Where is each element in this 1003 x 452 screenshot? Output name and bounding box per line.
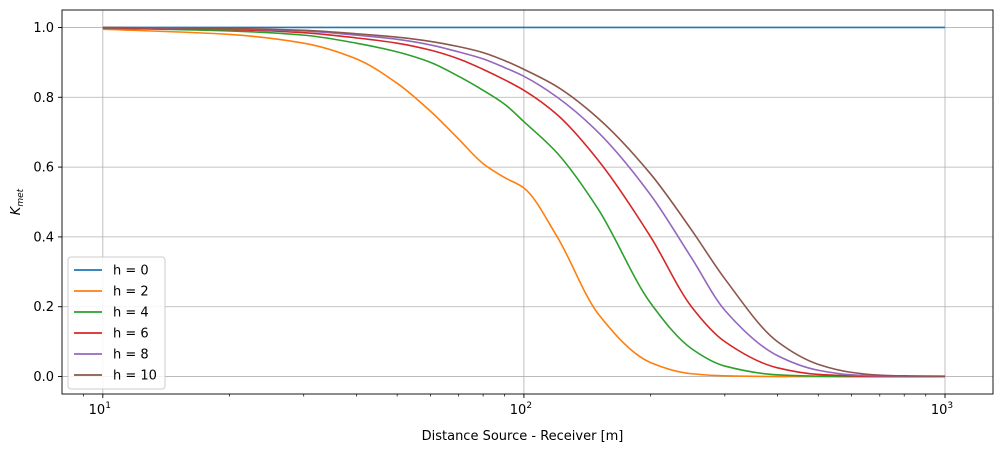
legend-item: h = 8 [74, 348, 149, 363]
legend-item: h = 0 [74, 264, 149, 279]
legend-box [67, 256, 166, 390]
x-tick-label-exp: 2 [526, 401, 532, 411]
legend-label: h = 4 [113, 306, 149, 321]
legend-label: h = 8 [113, 348, 149, 363]
x-tick-label-exp: 3 [947, 401, 953, 411]
y-tick-label: 0.8 [33, 91, 54, 106]
legend-item: h = 6 [74, 327, 149, 342]
legend-item: h = 10 [74, 369, 157, 384]
legend-label: h = 2 [113, 285, 149, 300]
y-axis-label-base: K [9, 205, 24, 215]
series-line-3 [102, 27, 946, 378]
x-tick-label-exp: 1 [105, 401, 111, 411]
legend-item: h = 4 [74, 306, 149, 321]
series-line-5 [102, 26, 946, 377]
legend-label: h = 10 [113, 369, 157, 384]
y-tick-label: 1.0 [33, 21, 54, 36]
x-tick-label: 101 [89, 401, 111, 418]
x-tick-label-base: 10 [931, 403, 948, 418]
y-tick-label: 0.0 [33, 370, 54, 385]
x-tick-label: 102 [510, 401, 532, 418]
x-tick-label-base: 10 [89, 403, 106, 418]
x-tick-label: 103 [931, 401, 953, 418]
legend-label: h = 0 [113, 264, 149, 279]
series-line-2 [102, 27, 946, 378]
y-tick-label: 0.6 [33, 161, 54, 176]
x-axis-label: Distance Source - Receiver [m] [422, 429, 624, 444]
series-lines [102, 26, 946, 378]
legend-item: h = 2 [74, 285, 149, 300]
series-line-4 [102, 26, 946, 378]
y-tick-label: 0.4 [33, 230, 54, 245]
y-axis-label: Kmet [9, 188, 26, 215]
grid [62, 10, 993, 394]
legend: h = 0 h = 2 h = 4 h = 6 h = 8 h = 10 [67, 256, 166, 390]
y-tick-label: 0.2 [33, 300, 54, 315]
legend-label: h = 6 [113, 327, 149, 342]
x-tick-label-base: 10 [510, 403, 527, 418]
y-axis-label-sub: met [16, 188, 26, 206]
plot-frame [61, 9, 994, 395]
